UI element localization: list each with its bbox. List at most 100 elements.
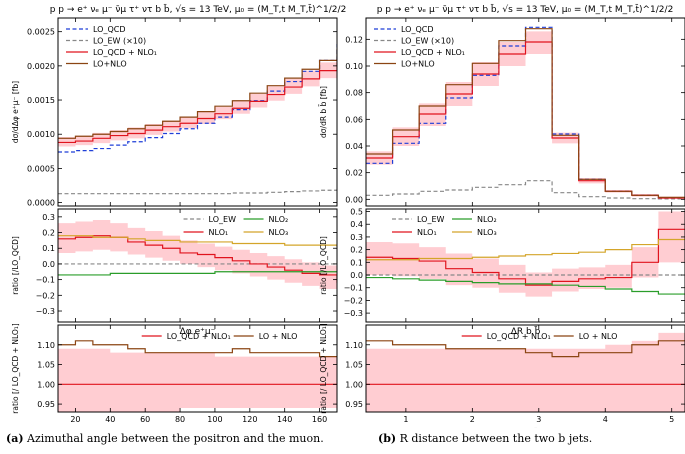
x-axis-label-mid: ΔR b b̄ [511, 325, 541, 337]
y-tick-label: −0.1 [36, 276, 55, 285]
x-tick-label: 120 [242, 415, 257, 424]
y-tick-label: 1.10 [37, 341, 55, 350]
plot-area [366, 332, 685, 412]
series-line-2 [366, 276, 685, 295]
panel-1: 0.00 0.02 0.04 0.06 0.08 0.10 0.12 dσ/dR b b̄ [… [319, 17, 685, 207]
x-tick-label: 4 [603, 415, 608, 424]
panel-frame [365, 324, 685, 413]
y-tick-label: 1.10 [345, 341, 363, 350]
x-tick-label: 3 [536, 415, 541, 424]
panel-3: 0.95 1.00 1.05 1.10 ratio [/ LO_QCD + NLO₁] L… [319, 323, 685, 439]
y-tick-label: 0.02 [345, 169, 363, 178]
legend-label: NLO₃ [477, 228, 497, 237]
series-line-3 [58, 235, 337, 247]
x-tick-label: 40 [105, 415, 115, 424]
y-tick-label: 0.95 [37, 400, 55, 409]
legend: LO_QCD + NLO₁ LO + NLO [461, 332, 618, 341]
legend-label: LO_EW (×10) [401, 37, 454, 46]
series-line-3 [366, 28, 685, 198]
y-tick-label: −0.2 [36, 291, 55, 300]
legend-label: LO + NLO [579, 332, 618, 341]
y-tick-label: 0.1 [42, 244, 55, 253]
x-tick-label: 1 [403, 415, 408, 424]
panel-frame [57, 208, 338, 323]
x-axis-label: ΔR b b̄ [511, 427, 541, 428]
y-tick-label: 0.0010 [27, 130, 55, 139]
legend: LO_EW NLO₁ NLO₂ NLO₃ [392, 215, 497, 237]
y-tick-label: 0.5 [350, 208, 363, 217]
legend: LO_QCD + NLO₁ LO + NLO [141, 332, 298, 341]
y-tick-label: 0.3 [350, 233, 363, 242]
y-tick-label: −0.2 [344, 296, 363, 305]
y-tick-label: 1.00 [345, 380, 363, 389]
panel-frame [57, 17, 338, 207]
legend-label: NLO₂ [269, 215, 289, 224]
plot-area [58, 340, 337, 412]
x-tick-label: 100 [207, 415, 222, 424]
y-tick-label: 0.95 [345, 400, 363, 409]
y-tick-label: 1.05 [37, 361, 55, 370]
series-line-1 [58, 340, 337, 358]
plot-area [58, 43, 337, 195]
y-tick-label: 0.10 [345, 62, 363, 71]
y-tick-label: 0.12 [345, 35, 363, 44]
plot-area [366, 211, 685, 297]
legend-label: NLO₁ [417, 228, 437, 237]
y-tick-label: −0.3 [36, 307, 55, 316]
series-line-3 [366, 238, 685, 261]
series-line-2 [58, 59, 337, 144]
chart-title: p p → e⁺ νₑ μ⁻ ν̄μ τ⁺ ντ b b̄, √s = 13 T… [50, 3, 347, 15]
series-line-1 [366, 340, 685, 358]
y-tick-label: 0.08 [345, 89, 363, 98]
legend-label: LO_QCD [93, 25, 126, 34]
x-tick-label: 160 [312, 415, 327, 424]
legend-label: LO_QCD + NLO₁ [93, 48, 157, 57]
y-axis-label: dσ/dΔφ e⁺μ⁻ [fb] [11, 81, 20, 143]
uncertainty-band [366, 332, 685, 412]
chart-title: p p → e⁺ νₑ μ⁻ ν̄μ τ⁺ ντ b b̄, √s = 13 T… [377, 3, 674, 15]
panel-frame [57, 324, 338, 413]
figure-canvas: p p → e⁺ νₑ μ⁻ ν̄μ τ⁺ ντ b b̄, √s = 13 T… [11, 3, 685, 439]
y-tick-label: 0.2 [350, 246, 363, 255]
caption-a-tag: (a) [6, 432, 24, 445]
plot-area [58, 219, 337, 290]
x-tick-label: 80 [175, 415, 185, 424]
panel-1: 0.0000 0.0005 0.0010 0.0015 0.0020 0.0025 dσ/d… [11, 17, 338, 208]
legend-label: LO + NLO [259, 332, 298, 341]
y-tick-label: 0.4 [350, 220, 363, 229]
chart-b: p p → e⁺ νₑ μ⁻ ν̄μ τ⁺ ντ b b̄, √s = 13 T… [319, 3, 685, 439]
y-tick-label: 0.0025 [27, 28, 55, 37]
y-tick-label: 0.0015 [27, 96, 55, 105]
series-line-1 [58, 188, 337, 195]
legend-label: LO_QCD + NLO₁ [167, 332, 231, 341]
series-line-2 [58, 271, 337, 276]
y-tick-label: −0.3 [344, 309, 363, 318]
legend: LO_EW NLO₁ NLO₂ NLO₃ [183, 215, 289, 237]
caption-b-text: R distance between the two b jets. [399, 432, 593, 445]
y-tick-label: 0.0020 [27, 62, 55, 71]
caption-a: (a) Azimuthal angle between the positron… [6, 432, 324, 445]
y-axis-label: ratio [/LO_QCD] [11, 236, 20, 295]
legend-label: LO_EW (×10) [93, 37, 146, 46]
y-tick-label: 0.00 [345, 195, 363, 204]
x-tick-label: 5 [669, 415, 674, 424]
legend: LO_QCD LO_EW (×10) LO_QCD + NLO₁ LO+NLO [66, 25, 157, 69]
y-tick-label: 1.05 [345, 361, 363, 370]
series-line-1 [366, 228, 685, 286]
y-tick-label: 0.3 [42, 213, 55, 222]
y-tick-label: 0.0005 [27, 164, 55, 173]
caption-b-tag: (b) [378, 432, 397, 445]
x-axis-label-mid: Δφ e⁺μ⁻ [180, 327, 216, 337]
legend-label: LO_QCD + NLO₁ [487, 332, 551, 341]
panel-frame [365, 208, 685, 323]
chart-a: p p → e⁺ νₑ μ⁻ ν̄μ τ⁺ ντ b b̄, √s = 13 T… [11, 3, 347, 439]
x-tick-label: 60 [140, 415, 150, 424]
legend: LO_QCD LO_EW (×10) LO_QCD + NLO₁ LO+NLO [374, 25, 465, 69]
y-tick-label: 0.04 [345, 142, 363, 151]
legend-label: LO_EW [209, 215, 237, 224]
legend-label: LO_QCD + NLO₁ [401, 48, 465, 57]
y-tick-label: 0.0 [42, 260, 55, 269]
x-tick-label: 2 [470, 415, 475, 424]
legend-label: LO+NLO [401, 60, 435, 69]
